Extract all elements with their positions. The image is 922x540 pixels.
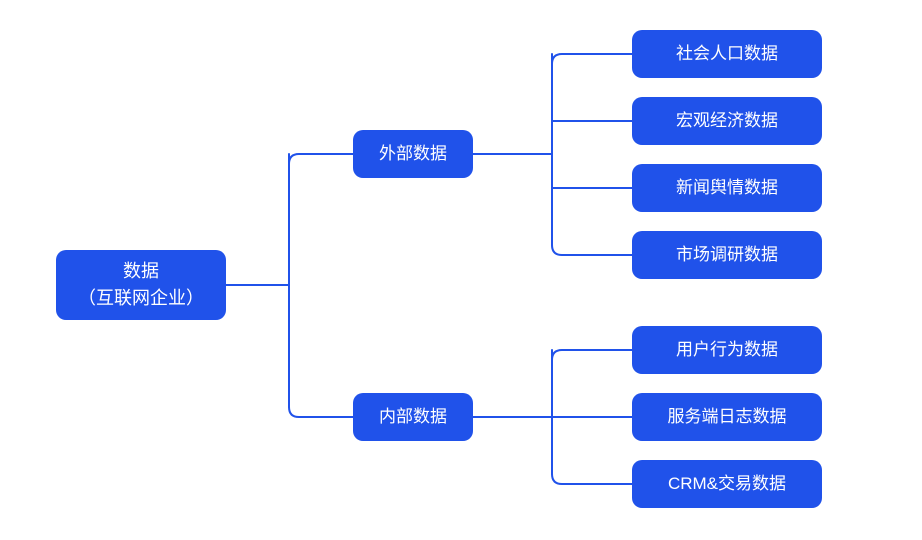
node-label: 外部数据 [379, 141, 447, 167]
node-label: 内部数据 [379, 404, 447, 430]
root-node: 数据 （互联网企业） [56, 250, 226, 320]
node-int-crm: CRM&交易数据 [632, 460, 822, 508]
node-ext-pop: 社会人口数据 [632, 30, 822, 78]
node-label: 社会人口数据 [676, 41, 778, 67]
root-line1: 数据 [123, 258, 159, 285]
node-ext-news: 新闻舆情数据 [632, 164, 822, 212]
root-line2: （互联网企业） [78, 285, 204, 312]
node-ext-market: 市场调研数据 [632, 231, 822, 279]
node-label: 市场调研数据 [676, 242, 778, 268]
node-label: 新闻舆情数据 [676, 175, 778, 201]
node-label: 服务端日志数据 [668, 404, 787, 430]
node-label: CRM&交易数据 [668, 471, 786, 497]
node-int-log: 服务端日志数据 [632, 393, 822, 441]
node-label: 宏观经济数据 [676, 108, 778, 134]
node-internal: 内部数据 [353, 393, 473, 441]
node-ext-macro: 宏观经济数据 [632, 97, 822, 145]
node-external: 外部数据 [353, 130, 473, 178]
node-int-behavior: 用户行为数据 [632, 326, 822, 374]
node-label: 用户行为数据 [676, 337, 778, 363]
